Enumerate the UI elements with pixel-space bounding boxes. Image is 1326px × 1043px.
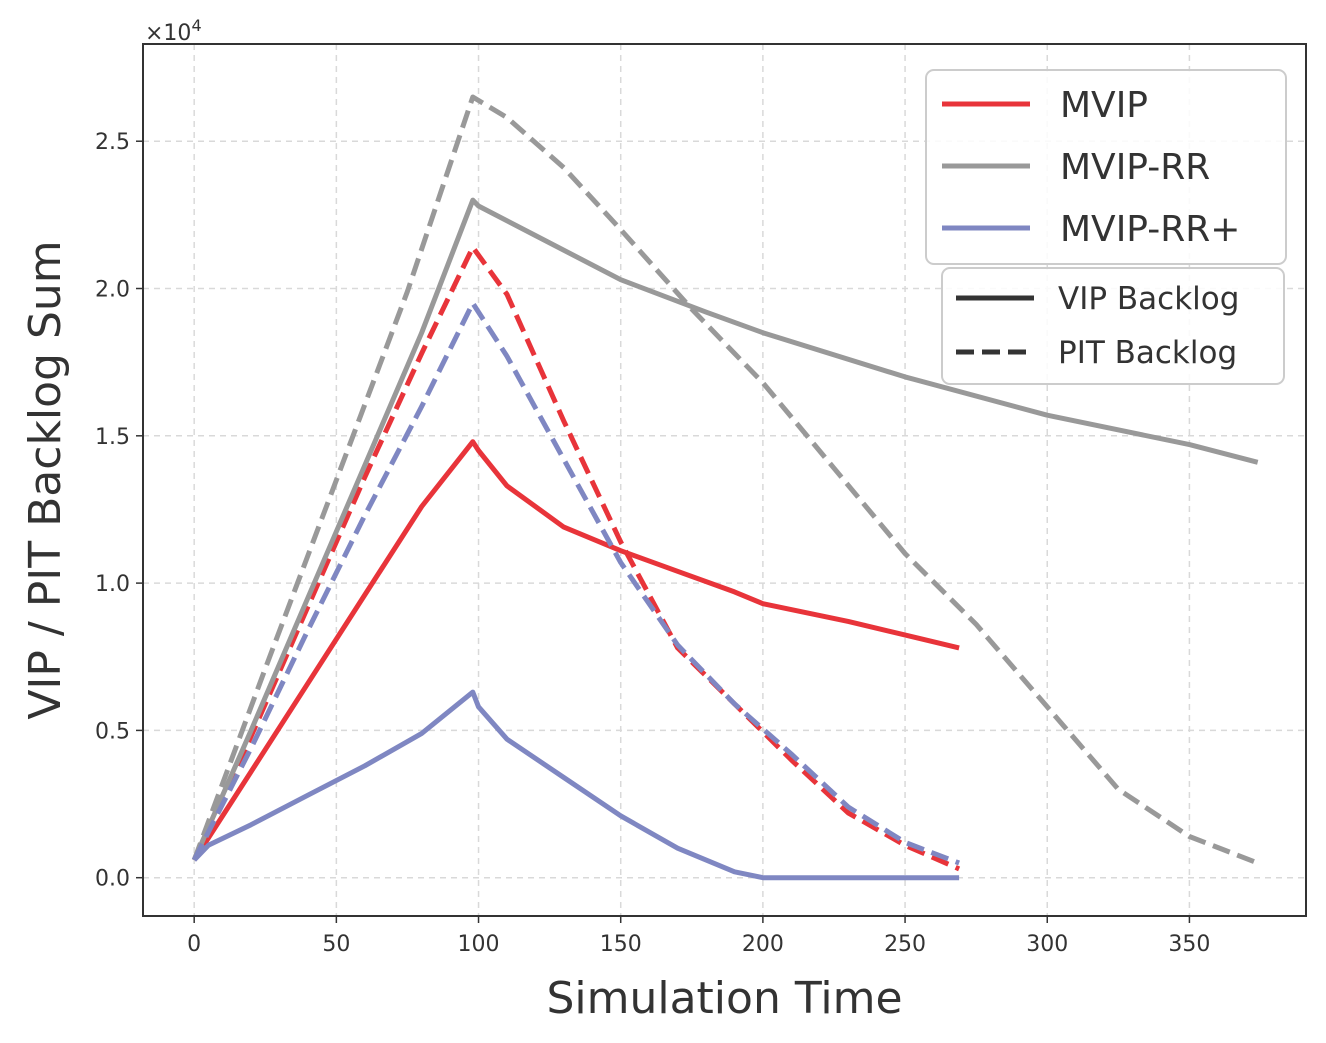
y-tick-label: 0.0 xyxy=(95,867,130,892)
x-tick-label: 300 xyxy=(1026,932,1068,957)
y-tick-label: 2.0 xyxy=(95,278,130,303)
legend-styles: VIP Backlog PIT Backlog xyxy=(941,267,1285,385)
plot-frame xyxy=(142,43,1307,917)
y-axis-title: VIP / PIT Backlog Sum xyxy=(20,240,71,719)
x-tick-label: 100 xyxy=(458,932,500,957)
x-axis-title: Simulation Time xyxy=(546,973,902,1024)
y-tick-label: 0.5 xyxy=(95,719,130,744)
x-tick-label: 200 xyxy=(742,932,784,957)
y-axis-multiplier: ×104 xyxy=(145,16,202,46)
legend-style-label: VIP Backlog xyxy=(1058,281,1239,317)
legend-series-label: MVIP-RR+ xyxy=(1060,209,1240,250)
series-mvip-rr-vip-backlog xyxy=(192,689,960,881)
legend-series-label: MVIP-RR xyxy=(1060,147,1210,188)
series-mvip-pit-backlog xyxy=(191,244,961,872)
legend-series: MVIP MVIP-RR MVIP-RR+ xyxy=(925,69,1287,265)
series-lines xyxy=(191,94,1259,881)
x-tick-label: 250 xyxy=(884,932,926,957)
x-tick-label: 50 xyxy=(322,932,350,957)
series-mvip-rr-vip-backlog xyxy=(191,197,1259,862)
y-tick-label: 1.0 xyxy=(95,572,130,597)
legend-series-box xyxy=(925,69,1287,265)
x-tick-label: 150 xyxy=(600,932,642,957)
series-mvip-rr-pit-backlog xyxy=(191,94,1259,866)
legend-style-label: PIT Backlog xyxy=(1058,335,1237,371)
grid-lines xyxy=(143,44,1306,916)
y-tick-label: 1.5 xyxy=(95,425,130,450)
legend-series-label: MVIP xyxy=(1060,85,1148,126)
y-tick-label: 2.5 xyxy=(95,130,130,155)
x-tick-label: 350 xyxy=(1168,932,1210,957)
axis-ticks: 0 50 100 150 200 250 300 350 0.0 0.5 1.0 1.5 2.0 2.5 xyxy=(95,130,1210,957)
x-tick-label: 0 xyxy=(187,932,201,957)
series-mvip-vip-backlog xyxy=(192,439,960,862)
series-mvip-rr-pit-backlog xyxy=(191,300,960,866)
